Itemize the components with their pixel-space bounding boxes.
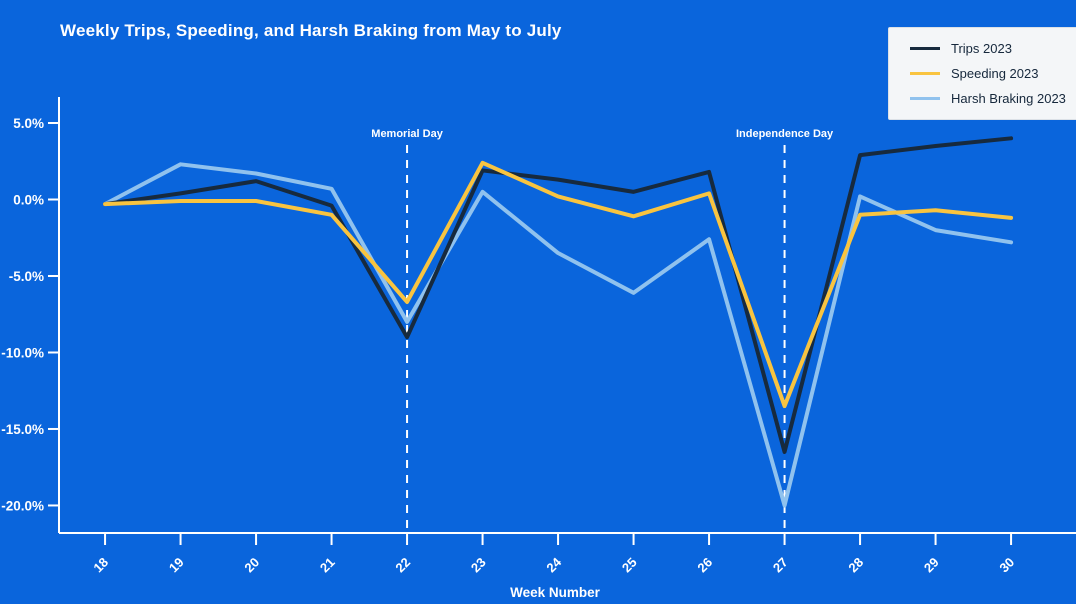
- x-tick-label: 29: [921, 555, 942, 576]
- legend-item-speeding-2023: Speeding 2023: [910, 66, 1076, 81]
- legend-swatch-line: [910, 72, 940, 75]
- x-tick-label: 28: [845, 555, 866, 576]
- legend-item-trips-2023: Trips 2023: [910, 41, 1076, 56]
- y-tick-label: -15.0%: [1, 422, 44, 437]
- x-tick-label: 25: [619, 555, 640, 576]
- legend-label: Speeding 2023: [951, 66, 1039, 81]
- y-tick-label: 0.0%: [13, 192, 44, 207]
- legend-item-harsh-braking-2023: Harsh Braking 2023: [910, 91, 1076, 106]
- series-line-trips-2023: [103, 136, 1014, 454]
- annotation-label: Independence Day: [736, 128, 834, 140]
- legend-label: Trips 2023: [951, 41, 1012, 56]
- y-tick-label: -20.0%: [1, 498, 44, 513]
- x-tick-label: 30: [996, 555, 1017, 576]
- legend: Trips 2023 Speeding 2023 Harsh Braking 202…: [888, 27, 1076, 120]
- x-tick-label: 18: [90, 555, 111, 576]
- y-tick-label: 5.0%: [13, 116, 44, 131]
- x-tick-label: 20: [241, 555, 262, 576]
- legend-label: Harsh Braking 2023: [951, 91, 1066, 106]
- series-line-harsh-braking-2023: [103, 162, 1014, 508]
- x-axis-title: Week Number: [510, 585, 601, 600]
- x-tick-label: 23: [468, 555, 489, 576]
- x-tick-label: 22: [392, 555, 413, 576]
- annotation-label: Memorial Day: [371, 128, 443, 140]
- x-tick-label: 26: [694, 555, 715, 576]
- x-tick-label: 21: [317, 555, 338, 576]
- x-tick-label: 19: [166, 555, 187, 576]
- legend-swatch-line: [910, 97, 940, 100]
- x-tick-label: 24: [543, 554, 564, 575]
- y-tick-label: -10.0%: [1, 345, 44, 360]
- legend-swatch-line: [910, 47, 940, 50]
- y-tick-label: -5.0%: [9, 269, 44, 284]
- series-line-speeding-2023: [103, 160, 1014, 409]
- chart-title: Weekly Trips, Speeding, and Harsh Brakin…: [60, 21, 562, 40]
- x-tick-label: 27: [770, 555, 791, 576]
